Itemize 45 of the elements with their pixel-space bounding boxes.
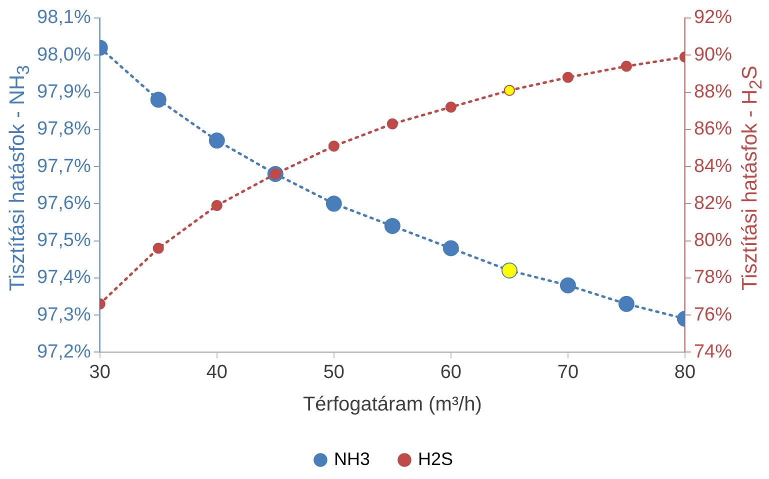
legend-label: H2S — [418, 448, 454, 469]
y2-tick-label: 80% — [694, 230, 732, 252]
x-tick-label: 40 — [206, 362, 228, 383]
y2-tick-label: 76% — [694, 304, 732, 326]
y-tick-label: 97,3% — [37, 304, 91, 326]
point — [150, 92, 166, 108]
y-tick-label: 97,5% — [37, 230, 91, 252]
point — [386, 118, 398, 130]
point — [384, 218, 400, 234]
x-tick-label: 50 — [323, 362, 344, 383]
point — [326, 196, 342, 212]
y-tick-label: 97,2% — [37, 341, 91, 362]
y2-tick-label: 88% — [694, 82, 732, 102]
y-tick-label: 98,1% — [37, 7, 91, 28]
y2-tick-label: 84% — [694, 156, 732, 177]
point — [211, 200, 222, 212]
point — [208, 132, 225, 149]
point — [501, 262, 518, 279]
x-axis-title: Térfogatáram (m³/h) — [302, 394, 482, 416]
y-tick-label: 97,6% — [37, 192, 91, 214]
y-tick-label: 97,7% — [37, 156, 91, 177]
y2-tick-label: 82% — [694, 192, 732, 214]
point — [562, 72, 574, 83]
x-tick-label: 30 — [89, 362, 110, 383]
point — [504, 84, 515, 96]
y2-tick-label: 92% — [694, 7, 732, 28]
y2-tick-label: 86% — [694, 118, 732, 140]
y-tick-label: 97,8% — [37, 118, 91, 140]
point — [442, 240, 459, 256]
y-tick-label: 97,9% — [37, 82, 91, 102]
x-tick-label: 70 — [557, 362, 579, 383]
point — [445, 102, 456, 113]
y-tick-label: 97,4% — [37, 267, 91, 288]
x-tick-label: 80 — [674, 362, 696, 383]
point — [560, 277, 576, 294]
point — [620, 60, 632, 72]
y2-tick-label: 90% — [694, 44, 732, 66]
point — [152, 242, 164, 254]
point — [328, 140, 340, 152]
x-tick-label: 60 — [440, 362, 462, 383]
y2-tick-label: 74% — [694, 341, 732, 362]
y2-tick-label: 78% — [694, 267, 732, 288]
legend-label: NH3 — [334, 448, 370, 469]
y-tick-label: 98,0% — [37, 44, 91, 66]
point — [618, 296, 634, 312]
